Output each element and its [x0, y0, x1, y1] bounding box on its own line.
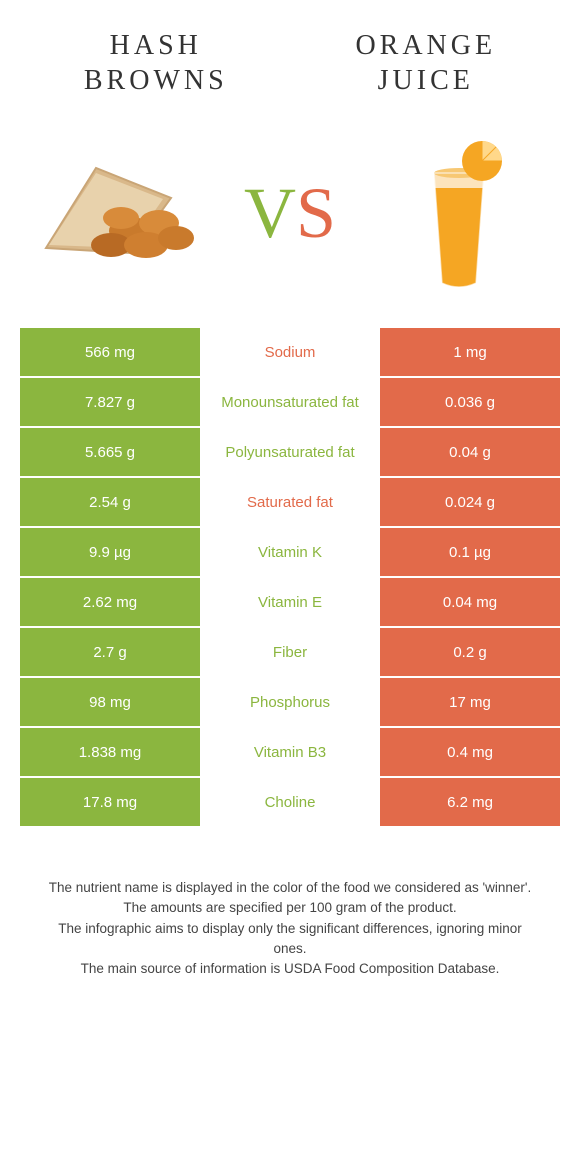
left-value: 17.8 mg: [20, 778, 200, 826]
footer-line-2: The amounts are specified per 100 gram o…: [40, 898, 540, 918]
left-value: 566 mg: [20, 328, 200, 376]
table-row: 2.62 mgVitamin E0.04 mg: [20, 578, 560, 628]
right-value: 0.1 µg: [380, 528, 560, 576]
left-value: 2.7 g: [20, 628, 200, 676]
right-value: 0.036 g: [380, 378, 560, 426]
table-row: 17.8 mgCholine6.2 mg: [20, 778, 560, 828]
nutrient-label: Phosphorus: [200, 678, 380, 726]
left-value: 1.838 mg: [20, 728, 200, 776]
left-value: 7.827 g: [20, 378, 200, 426]
right-value: 0.04 mg: [380, 578, 560, 626]
left-food-title: HASH BROWNS: [84, 28, 228, 98]
table-row: 2.7 gFiber0.2 g: [20, 628, 560, 678]
right-value: 0.024 g: [380, 478, 560, 526]
table-row: 2.54 gSaturated fat0.024 g: [20, 478, 560, 528]
footer-line-3: The infographic aims to display only the…: [40, 919, 540, 960]
left-title-line1: HASH: [110, 30, 202, 61]
vs-v: V: [244, 173, 296, 253]
nutrient-label: Choline: [200, 778, 380, 826]
left-title-line2: BROWNS: [84, 65, 228, 96]
comparison-table: 566 mgSodium1 mg7.827 gMonounsaturated f…: [20, 328, 560, 828]
nutrient-label: Saturated fat: [200, 478, 380, 526]
nutrient-label: Sodium: [200, 328, 380, 376]
table-row: 9.9 µgVitamin K0.1 µg: [20, 528, 560, 578]
vs-s: S: [296, 173, 336, 253]
nutrient-label: Monounsaturated fat: [200, 378, 380, 426]
nutrient-label: Vitamin E: [200, 578, 380, 626]
nutrient-label: Vitamin B3: [200, 728, 380, 776]
left-value: 5.665 g: [20, 428, 200, 476]
header: HASH BROWNS ORANGE JUICE: [0, 0, 580, 108]
right-value: 0.4 mg: [380, 728, 560, 776]
left-value: 98 mg: [20, 678, 200, 726]
vs-label: VS: [244, 172, 336, 255]
right-value: 17 mg: [380, 678, 560, 726]
right-food-title: ORANGE JUICE: [355, 28, 496, 98]
table-row: 7.827 gMonounsaturated fat0.036 g: [20, 378, 560, 428]
orange-juice-image: [379, 138, 539, 288]
right-title-line1: ORANGE: [355, 30, 496, 61]
table-row: 1.838 mgVitamin B30.4 mg: [20, 728, 560, 778]
left-value: 9.9 µg: [20, 528, 200, 576]
footer-notes: The nutrient name is displayed in the co…: [40, 878, 540, 979]
footer-line-1: The nutrient name is displayed in the co…: [40, 878, 540, 898]
nutrient-label: Polyunsaturated fat: [200, 428, 380, 476]
images-row: VS: [0, 108, 580, 328]
left-value: 2.62 mg: [20, 578, 200, 626]
table-row: 98 mgPhosphorus17 mg: [20, 678, 560, 728]
right-value: 0.2 g: [380, 628, 560, 676]
right-value: 1 mg: [380, 328, 560, 376]
hash-browns-image: [41, 138, 201, 288]
right-value: 0.04 g: [380, 428, 560, 476]
left-value: 2.54 g: [20, 478, 200, 526]
table-row: 566 mgSodium1 mg: [20, 328, 560, 378]
footer-line-4: The main source of information is USDA F…: [40, 959, 540, 979]
nutrient-label: Vitamin K: [200, 528, 380, 576]
right-value: 6.2 mg: [380, 778, 560, 826]
nutrient-label: Fiber: [200, 628, 380, 676]
right-title-line2: JUICE: [378, 65, 474, 96]
table-row: 5.665 gPolyunsaturated fat0.04 g: [20, 428, 560, 478]
